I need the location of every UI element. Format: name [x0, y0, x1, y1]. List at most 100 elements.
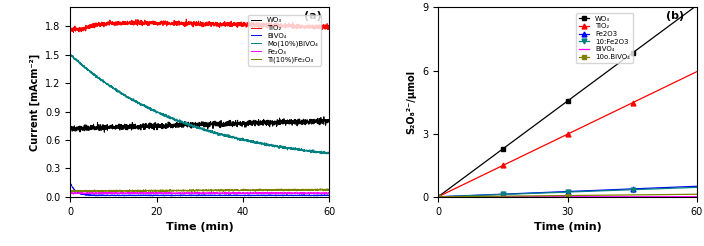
Fe₂O₃	[325, 192, 334, 195]
BiVO₄	[325, 194, 334, 197]
Y-axis label: S₂O₈²⁻/μmol: S₂O₈²⁻/μmol	[407, 70, 417, 134]
TiO₂	[325, 25, 334, 28]
TiO₂	[592, 119, 601, 122]
Fe₂O₃	[270, 192, 279, 195]
WO₃	[325, 121, 334, 123]
Fe2O3	[652, 186, 660, 189]
WO₃	[100, 131, 108, 134]
BiVO₄	[318, 194, 326, 197]
BiVO₄	[434, 195, 443, 198]
BiVO₄	[654, 195, 662, 198]
BiVO₄	[167, 195, 175, 198]
Fe2O3	[669, 186, 677, 189]
Fe₂O₃	[296, 193, 304, 196]
WO₃	[318, 120, 326, 123]
BiVO₄	[693, 195, 701, 198]
Ti(10%)Fe₂O₃	[185, 188, 194, 191]
Text: (b): (b)	[666, 11, 684, 21]
Mo(10%)BiVO₄	[67, 53, 75, 56]
BiVO₄	[639, 195, 647, 198]
Line: WO₃: WO₃	[436, 3, 699, 199]
Fe₂O₃	[66, 192, 75, 195]
Line: TiO₂: TiO₂	[436, 69, 699, 199]
Fe₂O₃	[80, 192, 88, 195]
TiO₂	[434, 195, 443, 198]
Mo(10%)BiVO₄	[318, 151, 326, 154]
Fe2O3	[592, 189, 601, 192]
TiO₂	[588, 121, 596, 124]
10o.BiVO₄	[693, 193, 701, 196]
WO₃	[192, 124, 201, 127]
10:Fe2O3	[669, 187, 677, 190]
Y-axis label: Current [mAcm⁻²]: Current [mAcm⁻²]	[30, 53, 39, 151]
WO₃	[185, 122, 194, 125]
BiVO₄	[455, 195, 464, 198]
10:Fe2O3	[434, 195, 442, 198]
TiO₂	[652, 90, 660, 93]
BiVO₄	[588, 195, 596, 198]
BiVO₄	[270, 194, 279, 197]
Line: Mo(10%)BiVO₄: Mo(10%)BiVO₄	[70, 55, 329, 154]
WO₃	[270, 121, 279, 124]
Fe₂O₃	[192, 191, 201, 194]
Mo(10%)BiVO₄	[185, 123, 194, 126]
Fe2O3	[434, 195, 443, 198]
TiO₂	[318, 26, 326, 29]
Fe2O3	[693, 185, 701, 188]
Fe2O3	[587, 189, 596, 192]
WO₃	[320, 115, 328, 118]
BiVO₄	[318, 194, 326, 197]
Mo(10%)BiVO₄	[80, 65, 88, 68]
BiVO₄	[185, 194, 194, 197]
10o.BiVO₄	[652, 193, 660, 196]
Ti(10%)Fe₂O₃	[66, 190, 75, 193]
10:Fe2O3	[434, 195, 443, 198]
Fe2O3	[434, 195, 442, 198]
Mo(10%)BiVO₄	[325, 151, 334, 154]
Ti(10%)Fe₂O₃	[324, 187, 332, 190]
WO₃	[318, 119, 326, 122]
TiO₂	[434, 195, 442, 198]
Line: BiVO₄: BiVO₄	[70, 183, 329, 196]
10o.BiVO₄	[592, 194, 601, 197]
Fe₂O₃	[318, 191, 326, 194]
10o.BiVO₄	[587, 194, 596, 197]
X-axis label: Time (min): Time (min)	[166, 222, 234, 232]
BiVO₄	[434, 195, 442, 198]
Ti(10%)Fe₂O₃	[325, 189, 334, 192]
10o.BiVO₄	[434, 195, 443, 198]
Mo(10%)BiVO₄	[192, 125, 201, 128]
BiVO₄	[192, 194, 201, 197]
10:Fe2O3	[592, 189, 601, 192]
WO₃	[652, 34, 660, 37]
Ti(10%)Fe₂O₃	[82, 191, 91, 194]
WO₃	[693, 4, 701, 7]
TiO₂	[69, 31, 77, 34]
Line: WO₃: WO₃	[70, 117, 329, 132]
BiVO₄	[66, 182, 75, 185]
Legend: WO₃, TiO₂, Fe2O3, 10:Fe2O3, BiVO₄, 10o.BiVO₄: WO₃, TiO₂, Fe2O3, 10:Fe2O3, BiVO₄, 10o.B…	[576, 13, 633, 63]
Fe₂O₃	[99, 191, 107, 194]
BiVO₄	[670, 195, 679, 198]
WO₃	[434, 195, 442, 198]
WO₃	[669, 22, 677, 25]
10o.BiVO₄	[669, 193, 677, 196]
Mo(10%)BiVO₄	[318, 152, 326, 155]
BiVO₄	[589, 195, 597, 198]
Mo(10%)BiVO₄	[66, 54, 75, 57]
TiO₂	[587, 121, 596, 124]
WO₃	[80, 127, 88, 130]
Line: Fe2O3: Fe2O3	[436, 184, 699, 199]
TiO₂	[192, 21, 201, 24]
BiVO₄	[593, 195, 602, 198]
WO₃	[588, 81, 596, 84]
X-axis label: Time (min): Time (min)	[534, 222, 601, 232]
Line: TiO₂: TiO₂	[70, 19, 329, 33]
10:Fe2O3	[587, 190, 596, 193]
Mo(10%)BiVO₄	[270, 145, 279, 148]
TiO₂	[66, 29, 75, 31]
WO₃	[66, 126, 75, 129]
Ti(10%)Fe₂O₃	[318, 188, 326, 191]
Line: 10:Fe2O3: 10:Fe2O3	[436, 185, 699, 199]
Line: Fe₂O₃: Fe₂O₃	[70, 192, 329, 194]
